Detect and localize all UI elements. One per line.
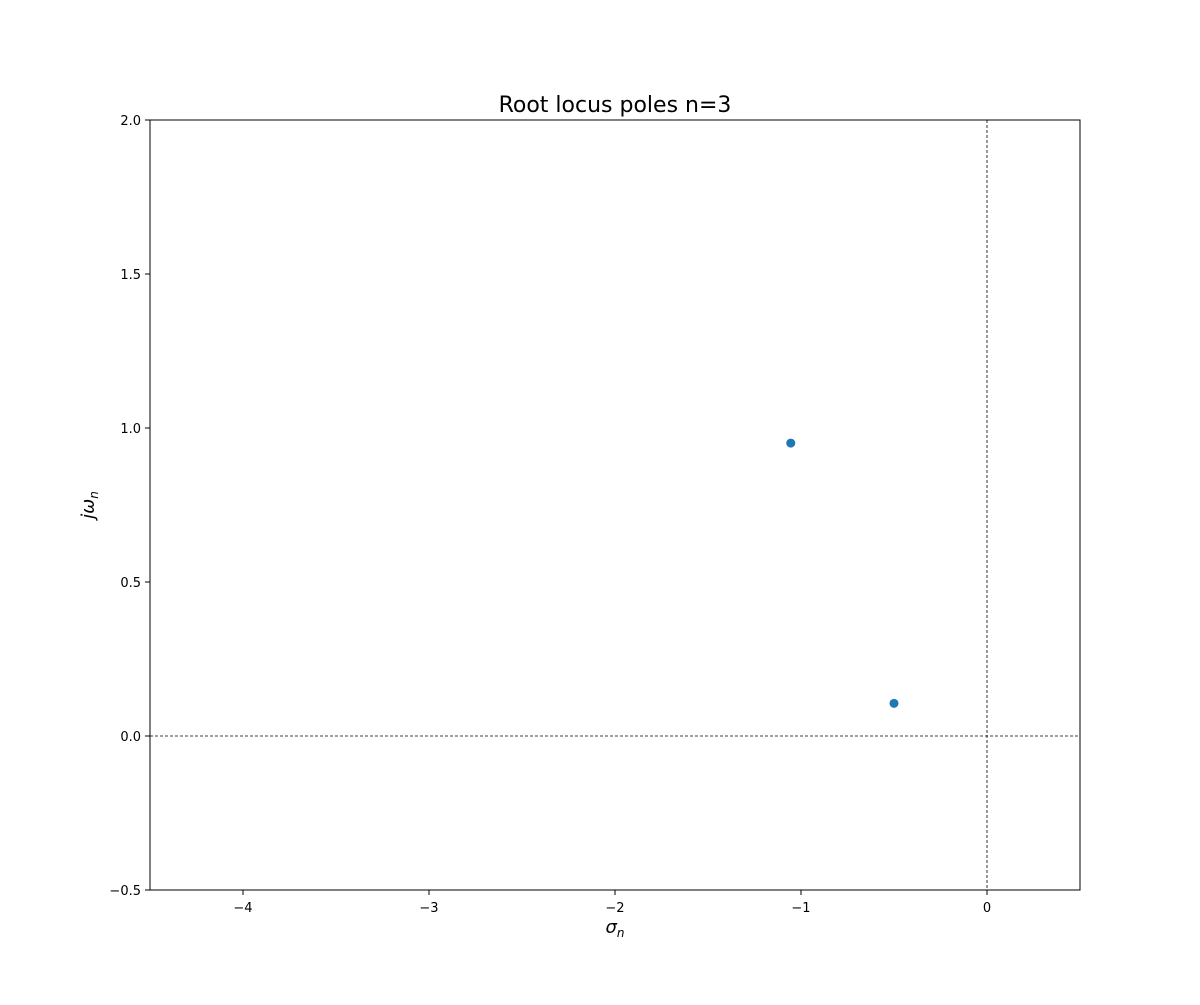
y-axis-label: jωn (78, 491, 101, 522)
plot-area: −4 −3 −2 −1 0 −0.5 0.0 0.5 1.0 1.5 2.0 (109, 114, 1081, 916)
chart-title: Root locus poles n=3 (499, 93, 732, 118)
pole-point (889, 698, 899, 708)
y-tick-label: 1.0 (120, 422, 141, 437)
x-tick-label: −2 (605, 901, 624, 916)
y-tick-label: 0.5 (120, 576, 141, 591)
pole-point (786, 438, 796, 448)
x-tick-label: 0 (983, 901, 991, 916)
axes-frame (149, 119, 1081, 891)
y-tick-label: 2.0 (120, 114, 141, 129)
x-tick-label: −3 (419, 901, 438, 916)
x-axis-label: σn (605, 917, 624, 940)
y-tick-label: 0.0 (120, 730, 141, 745)
x-axis-label-subscript: n (617, 926, 625, 940)
y-tick-label: 1.5 (120, 268, 141, 283)
y-tick-label: −0.5 (109, 884, 141, 899)
x-axis-label-main: σ (605, 917, 617, 938)
y-axis-label-main: jω (78, 499, 99, 522)
y-axis-label-subscript: n (87, 491, 101, 499)
x-tick-label: −1 (791, 901, 810, 916)
x-tick-label: −4 (233, 901, 252, 916)
